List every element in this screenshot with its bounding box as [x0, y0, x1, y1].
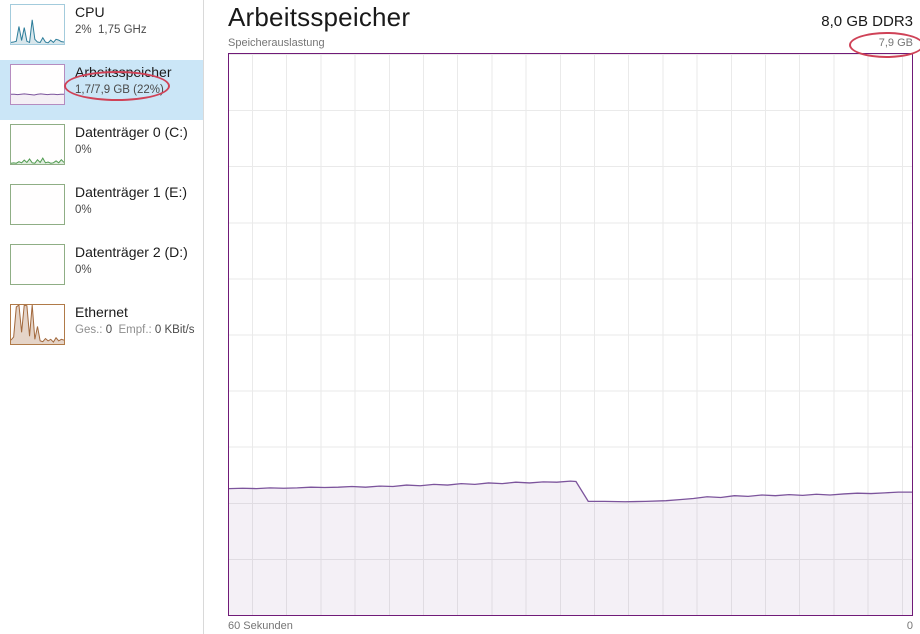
sidebar-item-disk1[interactable]: Datenträger 1 (E:) 0% — [0, 180, 203, 240]
sidebar-item-label: Datenträger 2 (D:) — [75, 244, 188, 260]
ethernet-sent-label: Ges.: — [75, 324, 103, 336]
sidebar-item-memory[interactable]: Arbeitsspeicher 1,7/7,9 GB (22%) — [0, 60, 203, 120]
sidebar-item-label: CPU — [75, 4, 105, 20]
ethernet-sparkline-icon — [11, 305, 64, 344]
sidebar-item-disk2[interactable]: Datenträger 2 (D:) 0% — [0, 240, 203, 300]
disk1-text-block: Datenträger 1 (E:) 0% — [75, 183, 187, 218]
disk2-sparkline-icon — [11, 245, 64, 284]
ethernet-received-label: Empf.: — [118, 324, 152, 336]
cpu-sparkline-icon — [11, 5, 64, 44]
disk2-mini-graph — [10, 244, 65, 285]
sidebar-item-ethernet[interactable]: Ethernet Ges.: 0 Empf.: 0 KBit/s — [0, 300, 203, 360]
disk1-usage-text: 0% — [75, 204, 92, 216]
memory-usage-text: 1,7/7,9 GB (22%) — [75, 84, 164, 96]
disk0-text-block: Datenträger 0 (C:) 0% — [75, 123, 188, 158]
memory-detail-panel: Arbeitsspeicher 8,0 GB DDR3 Speicherausl… — [204, 0, 920, 634]
chart-header-row: Speicherauslastung 7,9 GB — [228, 36, 913, 50]
disk0-sparkline-icon — [11, 125, 64, 164]
memory-usage-chart[interactable] — [228, 53, 913, 616]
sidebar-item-cpu[interactable]: CPU 2% 1,75 GHz — [0, 0, 203, 60]
memory-text-block: Arbeitsspeicher 1,7/7,9 GB (22%) — [75, 63, 172, 98]
performance-sidebar: CPU 2% 1,75 GHz Arbeitsspeicher 1,7/7,9 … — [0, 0, 204, 634]
disk2-text-block: Datenträger 2 (D:) 0% — [75, 243, 188, 278]
disk1-sparkline-icon — [11, 185, 64, 224]
memory-header: Arbeitsspeicher 8,0 GB DDR3 — [228, 0, 913, 36]
disk0-usage-text: 0% — [75, 144, 92, 156]
ethernet-sent-value: 0 — [105, 324, 113, 336]
page-title: Arbeitsspeicher — [228, 2, 411, 32]
sidebar-item-label: Ethernet — [75, 304, 128, 320]
disk2-usage-text: 0% — [75, 264, 92, 276]
cpu-text-block: CPU 2% 1,75 GHz — [75, 3, 147, 38]
ethernet-received-value: 0 KBit/s — [154, 324, 195, 336]
memory-total-label: 8,0 GB DDR3 — [821, 13, 913, 30]
sidebar-item-label: Arbeitsspeicher — [75, 64, 172, 80]
x-axis-right-label: 0 — [906, 620, 913, 632]
ethernet-text-block: Ethernet Ges.: 0 Empf.: 0 KBit/s — [75, 303, 195, 338]
chart-max-label: 7,9 GB — [878, 37, 913, 49]
sidebar-item-disk0[interactable]: Datenträger 0 (C:) 0% — [0, 120, 203, 180]
chart-title-label: Speicherauslastung — [228, 37, 325, 49]
disk0-mini-graph — [10, 124, 65, 165]
x-axis-left-label: 60 Sekunden — [228, 620, 293, 632]
cpu-mini-graph — [10, 4, 65, 45]
memory-usage-area-graph — [229, 54, 912, 615]
memory-sparkline-icon — [11, 65, 64, 104]
cpu-usage-text: 2% 1,75 GHz — [75, 24, 147, 36]
sidebar-item-label: Datenträger 1 (E:) — [75, 184, 188, 200]
chart-footer-row: 60 Sekunden 0 — [228, 619, 913, 633]
ethernet-mini-graph — [10, 304, 65, 345]
disk1-mini-graph — [10, 184, 65, 225]
sidebar-item-label: Datenträger 0 (C:) — [75, 124, 188, 140]
memory-mini-graph — [10, 64, 65, 105]
ethernet-throughput-text: Ges.: 0 Empf.: 0 KBit/s — [75, 322, 195, 338]
